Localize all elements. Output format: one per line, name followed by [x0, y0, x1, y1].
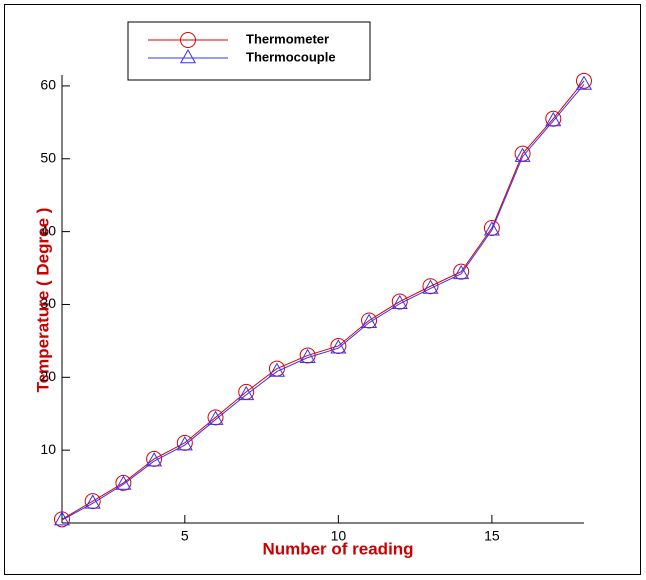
- series-line: [61, 80, 585, 520]
- point: [391, 293, 408, 310]
- point: [146, 450, 163, 467]
- y-tick-label: 10: [40, 441, 56, 457]
- point: [84, 493, 101, 510]
- point: [545, 110, 562, 127]
- point: [453, 264, 470, 280]
- point: [545, 111, 562, 127]
- x-axis-title: Number of reading: [262, 539, 413, 558]
- y-tick-label: 60: [40, 77, 56, 93]
- y-tick-label: 30: [40, 295, 56, 311]
- point: [391, 294, 408, 310]
- point: [422, 279, 439, 294]
- point: [575, 75, 593, 90]
- legend-box: [127, 21, 371, 81]
- point: [330, 339, 347, 354]
- point: [207, 409, 224, 426]
- point: [268, 362, 285, 377]
- point: [238, 385, 255, 401]
- point: [576, 72, 592, 89]
- point: [483, 221, 500, 236]
- x-tick-label: 10: [331, 528, 347, 544]
- point: [299, 348, 316, 363]
- legend-marker: [180, 32, 196, 48]
- y-tick-label: 20: [40, 368, 56, 384]
- x-tick-label: 15: [484, 528, 500, 544]
- point: [115, 475, 132, 490]
- point: [146, 452, 163, 467]
- point: [176, 434, 193, 451]
- point: [422, 278, 439, 295]
- point: [330, 337, 347, 354]
- point: [361, 312, 378, 329]
- point: [361, 313, 378, 328]
- point: [207, 410, 224, 425]
- series-line: [61, 84, 585, 521]
- legend-marker: [179, 48, 197, 64]
- legend-label: Thermometer: [246, 31, 329, 46]
- legend-label: Thermocouple: [246, 49, 336, 64]
- y-tick-label: 50: [40, 149, 56, 165]
- point: [53, 511, 71, 526]
- point: [453, 263, 470, 280]
- y-axis-title: Temperature ( Degree ): [33, 208, 52, 393]
- point: [176, 436, 193, 451]
- point: [483, 219, 500, 236]
- frame: [4, 4, 641, 575]
- point: [84, 494, 101, 509]
- y-tick-label: 40: [40, 222, 56, 238]
- x-tick-label: 5: [181, 528, 189, 544]
- point: [514, 147, 531, 162]
